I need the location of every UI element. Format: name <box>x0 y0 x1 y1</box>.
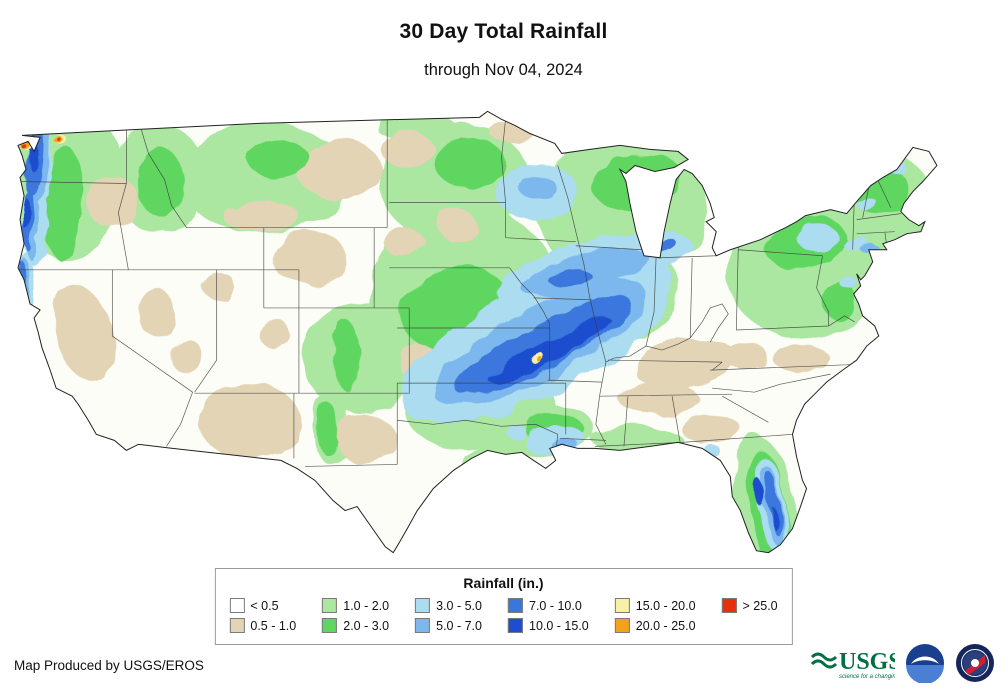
legend-label: 7.0 - 10.0 <box>528 598 582 613</box>
legend-swatch <box>415 618 431 633</box>
usgs-logo: USGS science for a changing world <box>810 649 895 680</box>
legend-swatch <box>229 598 245 613</box>
legend-swatch <box>322 598 338 613</box>
legend-item: 7.0 - 10.0 <box>507 598 589 613</box>
rainfall-layer <box>18 111 937 553</box>
legend-label: 3.0 - 5.0 <box>436 598 482 613</box>
legend-label: 0.5 - 1.0 <box>250 618 297 633</box>
legend-label: < 0.5 <box>250 598 279 613</box>
legend-title: Rainfall (in.) <box>463 575 544 591</box>
legend-item: 1.0 - 2.0 <box>322 598 389 613</box>
legend-item: 20.0 - 25.0 <box>614 618 696 633</box>
legend-item: 2.0 - 3.0 <box>322 618 389 633</box>
legend-label: > 25.0 <box>742 598 778 613</box>
legend-item: 0.5 - 1.0 <box>229 618 296 633</box>
legend-swatch <box>614 618 630 633</box>
legend-item: 10.0 - 15.0 <box>507 618 589 633</box>
us-rainfall-map <box>8 106 956 560</box>
rainfall-legend: Rainfall (in.) < 0.5 0.5 - 1.0 1.0 - 2.0… <box>214 568 793 645</box>
legend-swatch <box>229 618 245 633</box>
legend-swatch <box>507 618 523 633</box>
legend-item: < 0.5 <box>229 598 296 613</box>
legend-label: 20.0 - 25.0 <box>635 618 696 633</box>
legend-item: 15.0 - 20.0 <box>614 598 696 613</box>
legend-label: 1.0 - 2.0 <box>343 598 390 613</box>
legend-label: 10.0 - 15.0 <box>528 618 589 633</box>
agency-logos: USGS science for a changing world <box>809 643 995 683</box>
legend-label: 5.0 - 7.0 <box>436 618 482 633</box>
header: 30 Day Total Rainfall through Nov 04, 20… <box>0 0 1007 80</box>
legend-swatch <box>415 598 431 613</box>
legend-swatch <box>614 598 630 613</box>
legend-item: 3.0 - 5.0 <box>415 598 482 613</box>
us-rainfall-map-svg <box>17 110 938 554</box>
noaa-logo <box>906 644 944 683</box>
legend-label: 15.0 - 20.0 <box>635 598 696 613</box>
legend-grid: < 0.5 0.5 - 1.0 1.0 - 2.0 2.0 - 3.0 3.0 … <box>229 596 778 635</box>
svg-text:USGS: USGS <box>839 649 895 675</box>
svg-text:science for a changing world: science for a changing world <box>839 674 895 680</box>
us-outline <box>17 110 938 554</box>
legend-item: 5.0 - 7.0 <box>415 618 482 633</box>
state-borders <box>20 119 901 467</box>
map-credit: Map Produced by USGS/EROS <box>14 658 204 673</box>
page-title: 30 Day Total Rainfall <box>399 20 608 43</box>
page-subtitle: through Nov 04, 2024 <box>424 61 583 79</box>
legend-swatch <box>322 618 338 633</box>
nws-logo <box>956 644 994 682</box>
legend-item: > 25.0 <box>721 598 778 613</box>
legend-swatch <box>507 598 523 613</box>
legend-swatch <box>721 598 737 613</box>
legend-label: 2.0 - 3.0 <box>343 618 390 633</box>
